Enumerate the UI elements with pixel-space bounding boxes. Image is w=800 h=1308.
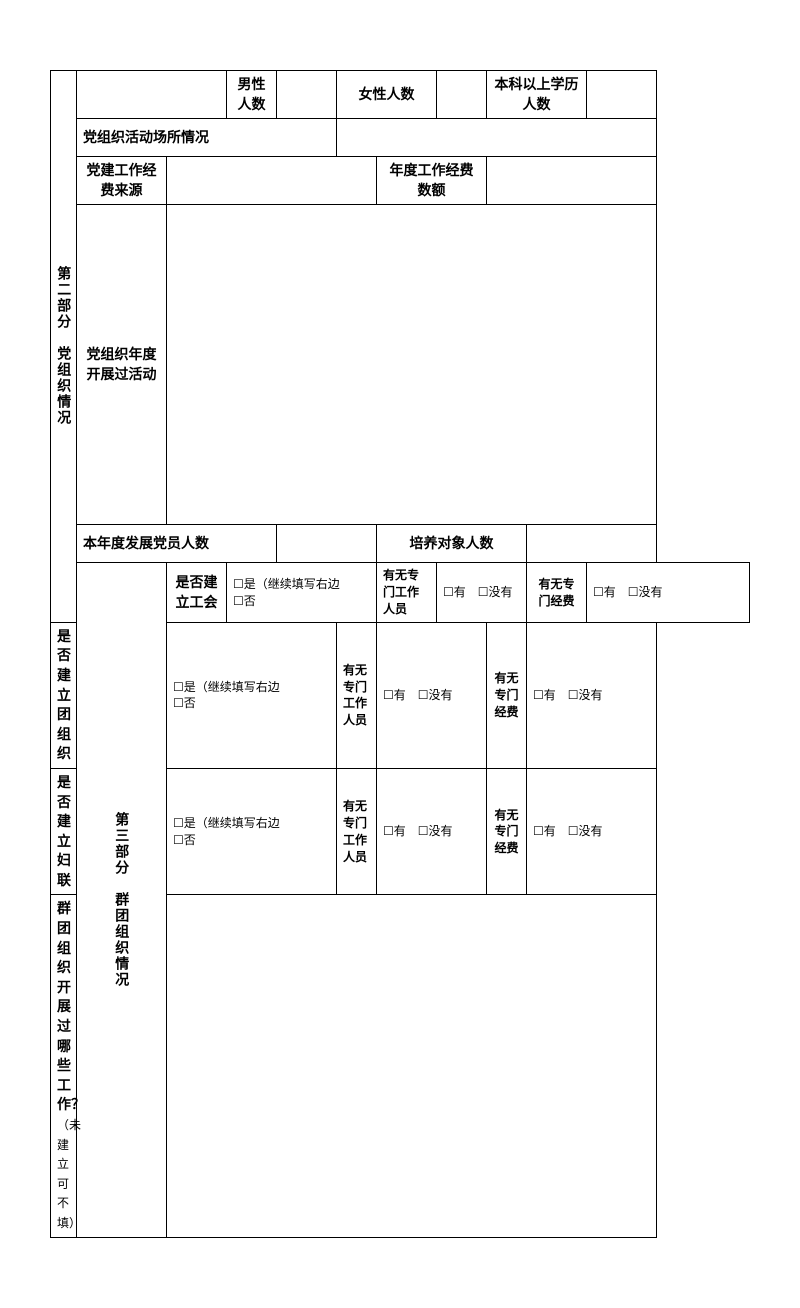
form-table: 第二部分 党组织情况 男性人数 女性人数 本科以上学历人数 党组织活动场所情况 … [50,70,750,1238]
women-opt[interactable]: ☐是（继续填写右边☐否 [167,768,337,895]
youth-staff-opt[interactable]: ☐有 ☐没有 [377,622,487,768]
venue-label: 党组织活动场所情况 [77,119,337,157]
female-count-label: 女性人数 [337,71,437,119]
bachelor-count-label: 本科以上学历人数 [487,71,587,119]
union-fund-opt[interactable]: ☐有 ☐没有 [587,563,750,622]
work-q-cell: 群团组织开展过哪些工作？（未建立可不填） [51,895,77,1237]
new-members-label: 本年度发展党员人数 [77,525,277,563]
venue-value[interactable] [337,119,657,157]
section2-title: 第二部分 党组织情况 [51,71,77,623]
youth-fund-opt[interactable]: ☐有 ☐没有 [527,622,657,768]
new-members-value[interactable] [277,525,377,563]
youth-q: 是否建立团组织 [51,622,77,768]
male-count-value[interactable] [277,71,337,119]
women-staff-q: 有无专门工作人员 [337,768,377,895]
union-staff-opt[interactable]: ☐有 ☐没有 [437,563,527,622]
bachelor-count-value[interactable] [587,71,657,119]
male-count-label: 男性人数 [227,71,277,119]
women-fund-opt[interactable]: ☐有 ☐没有 [527,768,657,895]
annual-fund-value[interactable] [487,157,657,205]
women-fund-q: 有无专门经费 [487,768,527,895]
candidates-label: 培养对象人数 [377,525,527,563]
empty-cell [77,71,227,119]
women-q: 是否建立妇联 [51,768,77,895]
work-value[interactable] [167,895,657,1237]
women-staff-opt[interactable]: ☐有 ☐没有 [377,768,487,895]
union-q: 是否建立工会 [167,563,227,622]
female-count-value[interactable] [437,71,487,119]
youth-staff-q: 有无专门工作人员 [337,622,377,768]
annual-fund-label: 年度工作经费数额 [377,157,487,205]
activities-label: 党组织年度开展过活动 [77,205,167,525]
section3-title: 第三部分 群团组织情况 [77,563,167,1237]
youth-opt[interactable]: ☐是（继续填写右边☐否 [167,622,337,768]
fund-source-value[interactable] [167,157,377,205]
activities-value[interactable] [167,205,657,525]
candidates-value[interactable] [527,525,657,563]
union-fund-q: 有无专门经费 [527,563,587,622]
union-opt[interactable]: ☐是（继续填写右边☐否 [227,563,377,622]
union-staff-q: 有无专门工作人员 [377,563,437,622]
youth-fund-q: 有无专门经费 [487,622,527,768]
fund-source-label: 党建工作经费来源 [77,157,167,205]
